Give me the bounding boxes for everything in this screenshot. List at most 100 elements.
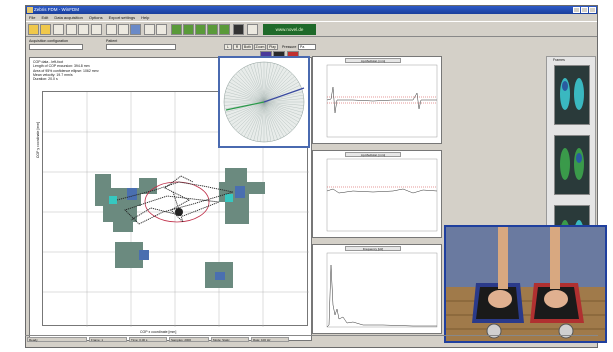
feet-on-plates-picture (446, 227, 605, 341)
polar-ray (235, 101, 265, 131)
thumbnail-1[interactable] (554, 65, 590, 125)
thumbnail-2[interactable] (554, 135, 590, 195)
polar-ray (263, 101, 302, 116)
record-icon[interactable] (78, 24, 89, 35)
right-foot-peak (225, 194, 233, 202)
polar-ray (233, 76, 265, 103)
frequency-graph-svg (326, 252, 438, 328)
brand-logo: www.novel.de (263, 24, 316, 35)
polar-ray (226, 101, 265, 116)
polar-ray (250, 64, 265, 103)
ml-graph-svg (326, 158, 438, 232)
window-title: Zebris FDM - WinFDM (34, 7, 79, 12)
polar-ray (263, 94, 304, 103)
maximize-icon[interactable] (581, 7, 588, 13)
grid-icon[interactable] (144, 24, 155, 35)
stop-icon[interactable] (91, 24, 102, 35)
right-button[interactable]: R (233, 44, 241, 50)
polar-ray (227, 101, 265, 120)
menu-export-settings[interactable]: Export settings (108, 15, 136, 20)
status-field: Rate: 100 Hz (251, 337, 289, 342)
window-controls (573, 7, 596, 13)
polar-ray (263, 101, 282, 139)
polar-vector-blue (263, 87, 305, 103)
polar-ray (231, 101, 265, 126)
polar-ray (263, 62, 272, 103)
confidence-ellipse (144, 181, 210, 223)
polar-ray (224, 94, 265, 103)
save-icon[interactable] (53, 24, 64, 35)
app-window: Zebris FDM - WinFDM File Edit Data acqui… (25, 5, 598, 348)
polar-ray (231, 78, 265, 103)
zoom-button[interactable]: Zoom (254, 44, 266, 50)
status-field: Ready (27, 337, 87, 342)
patient-label: Patient (106, 39, 118, 43)
polar-ray (243, 67, 265, 103)
pressure-unit[interactable]: Pa (298, 44, 316, 50)
settings-icon[interactable] (247, 24, 258, 35)
layout-icon[interactable] (156, 24, 167, 35)
cop-ylabel: COP y coordinate [mm] (36, 121, 41, 159)
report-icon[interactable] (233, 24, 244, 35)
polar-plot[interactable] (218, 56, 310, 148)
polar-ray (263, 84, 301, 103)
polar-ray (263, 101, 288, 135)
chart-icon[interactable] (130, 24, 141, 35)
menu-edit[interactable]: Edit (41, 15, 49, 20)
view-3-icon[interactable] (195, 24, 206, 35)
view-2-icon[interactable] (183, 24, 194, 35)
polar-ray (224, 101, 265, 106)
view-1-icon[interactable] (171, 24, 182, 35)
ml-graph[interactable]: Ap-Mediolat. [mm] (312, 150, 442, 238)
menu-data-acquisition[interactable]: Data acquisition (54, 15, 83, 20)
both-button[interactable]: Both (242, 44, 253, 50)
polar-ray (263, 76, 295, 103)
polar-ray (263, 71, 290, 103)
cop-trace (116, 175, 234, 225)
menu-help[interactable]: Help (141, 15, 150, 20)
pause-icon[interactable] (118, 24, 129, 35)
polar-ray (229, 101, 265, 123)
frequency-graph[interactable]: Frequency [Hz] (312, 244, 442, 334)
graph-stack: Ap-Mediolat. [mm] Ap-Mediolat. [mm] Freq… (312, 56, 442, 334)
menu-file[interactable]: File (29, 15, 36, 20)
thumbs-title: Frames (553, 58, 565, 62)
config-input[interactable] (29, 44, 83, 50)
polar-ray (263, 101, 299, 123)
minimize-icon[interactable] (573, 7, 580, 13)
polar-ray (263, 67, 285, 103)
polar-ray (253, 101, 265, 141)
polar-ray (263, 101, 304, 110)
view-5-icon[interactable] (219, 24, 230, 35)
print-icon[interactable] (66, 24, 77, 35)
polar-ray (263, 78, 297, 103)
app-icon (27, 7, 33, 13)
cop-title: COP data - left-foot (33, 60, 64, 64)
menu-options[interactable]: Options (88, 15, 103, 20)
new-icon[interactable] (28, 24, 39, 35)
status-bar: Ready Frame: 1 Time: 0.00 s Samples: 200… (25, 335, 598, 342)
polar-ray (235, 73, 265, 103)
view-4-icon[interactable] (207, 24, 218, 35)
close-icon[interactable] (589, 7, 596, 13)
play-button[interactable]: Play (267, 44, 278, 50)
graph-title: Ap-Mediolat. [mm] (345, 58, 401, 63)
open-folder-icon[interactable] (40, 24, 51, 35)
play-icon[interactable] (106, 24, 117, 35)
patient-input[interactable] (106, 44, 176, 50)
left-button[interactable]: L (224, 44, 232, 50)
polar-ray (263, 62, 268, 103)
polar-ray (233, 101, 265, 128)
polar-ray (263, 101, 295, 128)
graph-title: Frequency [Hz] (345, 246, 401, 251)
polar-ray (263, 65, 282, 103)
polar-ray (256, 101, 265, 142)
ap-graph[interactable]: Ap-Mediolat. [mm] (312, 56, 442, 144)
menu-bar: File Edit Data acquisition Options Expor… (26, 14, 597, 21)
polar-ray (263, 101, 303, 113)
polar-ray (224, 98, 265, 103)
graph-title: Ap-Mediolat. [mm] (345, 152, 401, 157)
polar-ray (263, 101, 278, 140)
polar-ray (227, 84, 265, 103)
config-label: Acquisition configuration (29, 39, 68, 43)
